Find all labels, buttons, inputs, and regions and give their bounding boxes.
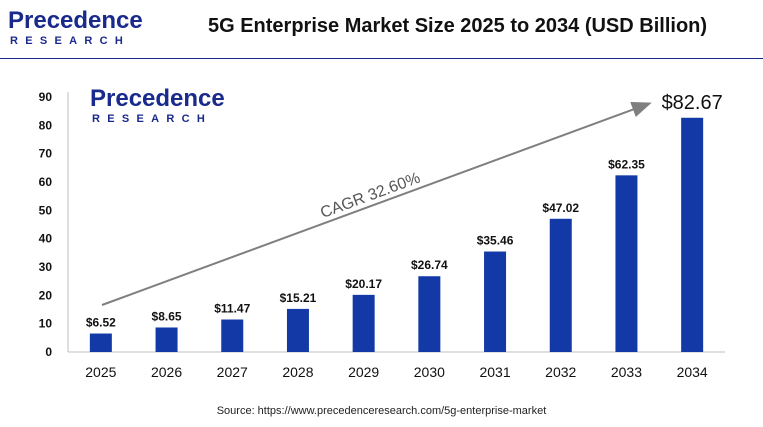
y-tick-label: 70: [39, 147, 53, 161]
watermark-subtitle: RESEARCH: [92, 113, 213, 125]
x-tick-label: 2027: [217, 364, 248, 380]
y-tick-label: 10: [39, 317, 53, 331]
header-divider: [0, 58, 763, 59]
watermark-wordmark: Precedence: [90, 85, 225, 112]
x-tick-label: 2033: [611, 364, 642, 380]
data-label: $15.21: [280, 291, 317, 305]
page-title: 5G Enterprise Market Size 2025 to 2034 (…: [207, 15, 708, 37]
bar: [549, 218, 572, 352]
cagr-annotation: CAGR 32.60%: [318, 170, 422, 222]
bar: [681, 117, 704, 352]
y-tick-label: 60: [39, 175, 53, 189]
data-label: $35.46: [477, 234, 514, 248]
bar: [418, 276, 441, 352]
y-tick-label: 50: [39, 203, 53, 217]
bar: [286, 308, 309, 352]
y-tick-label: 0: [45, 345, 52, 359]
bar: [155, 327, 178, 352]
y-tick-label: 40: [39, 232, 53, 246]
data-label: $11.47: [214, 302, 250, 316]
x-tick-label: 2028: [282, 364, 313, 380]
x-tick-label: 2032: [545, 364, 576, 380]
logo-wordmark: Precedence: [8, 7, 143, 34]
y-tick-label: 90: [39, 90, 53, 104]
data-label: $6.52: [86, 316, 116, 330]
data-label: $62.35: [608, 157, 645, 171]
bar: [352, 294, 375, 352]
y-tick-label: 20: [39, 288, 53, 302]
bar: [221, 319, 244, 352]
bar: [615, 175, 638, 352]
data-label: $8.65: [152, 309, 182, 323]
x-tick-label: 2025: [85, 364, 116, 380]
y-tick-label: 30: [39, 260, 53, 274]
bar-chart: 0102030405060708090$6.522025$8.652026$11…: [39, 90, 725, 380]
y-tick-label: 80: [39, 118, 53, 132]
source-note: Source: https://www.precedenceresearch.c…: [216, 405, 547, 417]
data-label: $47.02: [542, 201, 579, 215]
data-label: $20.17: [345, 277, 382, 291]
x-tick-label: 2034: [677, 364, 708, 380]
bar: [484, 251, 507, 352]
precedence-logo[interactable]: Precedence RESEARCH: [8, 8, 143, 48]
x-tick-label: 2031: [479, 364, 510, 380]
x-tick-label: 2026: [151, 364, 182, 380]
data-label: $26.74: [411, 258, 448, 272]
x-tick-label: 2029: [348, 364, 379, 380]
x-tick-label: 2030: [414, 364, 445, 380]
bar: [89, 333, 112, 352]
data-label: $82.67: [662, 92, 723, 114]
header: Precedence RESEARCH 5G Enterprise Market…: [0, 0, 763, 60]
cagr-arrow: [101, 102, 652, 306]
logo-subtitle: RESEARCH: [10, 35, 131, 47]
watermark-logo: Precedence RESEARCH: [90, 86, 225, 126]
